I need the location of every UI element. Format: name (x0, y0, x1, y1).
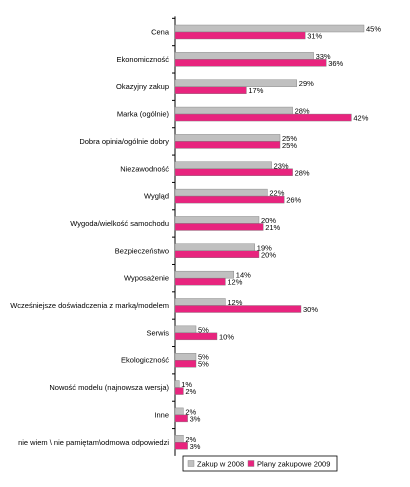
bar-plany-2009 (174, 387, 184, 395)
legend: Zakup w 2008 Plany zakupowe 2009 (182, 455, 338, 472)
category-label: Cena (151, 28, 170, 37)
bar-zakup-2008 (174, 298, 226, 306)
data-label: 29% (299, 79, 314, 88)
data-label: 36% (328, 59, 343, 68)
bar-plany-2009 (174, 277, 226, 286)
bar-plany-2009 (174, 141, 281, 149)
data-label: 5% (198, 353, 209, 362)
bar-zakup-2008 (174, 161, 272, 169)
category-label: Ekonomiczność (116, 55, 169, 64)
category-label: Ekologiczność (121, 356, 169, 365)
bar-zakup-2008 (174, 435, 184, 443)
data-label: 5% (198, 360, 209, 369)
legend-box (182, 455, 338, 472)
data-label: 2% (185, 387, 196, 396)
data-label: 3% (190, 414, 201, 423)
data-label: 1% (181, 380, 192, 389)
data-label: 28% (295, 168, 310, 177)
data-label: 28% (295, 107, 310, 116)
data-label: 17% (248, 86, 263, 95)
bar-plany-2009 (174, 442, 188, 450)
category-label: Dobra opinia/ogólnie dobry (79, 137, 169, 146)
category-label: Marka (ogólnie) (117, 110, 170, 119)
bar-plany-2009 (174, 113, 352, 122)
data-label: 42% (353, 114, 368, 123)
bar-plany-2009 (174, 59, 327, 67)
category-label: Wygoda/wielkość samochodu (70, 219, 169, 228)
bar-zakup-2008 (174, 325, 197, 334)
data-label: 25% (282, 141, 297, 150)
data-label: 19% (257, 243, 272, 252)
category-label: Wygląd (144, 192, 169, 201)
data-label: 14% (236, 271, 251, 280)
legend-label: Zakup w 2008 (197, 460, 244, 469)
category-label: Wcześniejsze doświadczenia z marką/model… (10, 301, 169, 310)
legend-swatch (187, 460, 195, 467)
category-label: Nowość modelu (najnowsza wersja) (49, 383, 169, 392)
category-label: Serwis (146, 328, 169, 337)
bar-zakup-2008 (174, 24, 365, 33)
data-label: 5% (198, 325, 209, 334)
data-label: 26% (286, 196, 301, 205)
bar-zakup-2008 (174, 407, 184, 416)
data-label: 12% (227, 298, 242, 307)
bar-plany-2009 (174, 250, 260, 259)
bar-plany-2009 (174, 31, 306, 40)
bar-zakup-2008 (174, 106, 293, 115)
category-label: nie wiem \ nie pamiętam\odmowa odpowiedz… (18, 438, 169, 447)
category-label: Niezawodność (120, 164, 169, 173)
bar-zakup-2008 (174, 353, 197, 361)
bar-plany-2009 (174, 332, 218, 341)
data-label: 2% (185, 407, 196, 416)
data-label: 25% (282, 134, 297, 143)
category-label: Wyposażenie (124, 274, 169, 283)
data-label: 33% (316, 52, 331, 61)
legend-label: Plany zakupowe 2009 (257, 460, 330, 469)
bar-plany-2009 (174, 360, 197, 368)
legend-swatch (247, 460, 255, 467)
bar-zakup-2008 (174, 188, 268, 197)
data-label: 3% (190, 442, 201, 451)
category-label: Bezpieczeństwo (115, 246, 169, 255)
data-label: 23% (274, 161, 289, 170)
bars-layer (172, 16, 365, 456)
bar-plany-2009 (174, 195, 285, 204)
data-label: 10% (219, 332, 234, 341)
bar-zakup-2008 (174, 52, 314, 60)
bar-zakup-2008 (174, 79, 298, 87)
data-label: 21% (265, 223, 280, 232)
data-label: 31% (307, 32, 322, 41)
bar-zakup-2008 (174, 134, 281, 142)
bar-plany-2009 (174, 86, 247, 94)
data-label: 45% (366, 25, 381, 34)
bar-zakup-2008 (174, 216, 260, 224)
bar-zakup-2008 (174, 380, 180, 388)
bar-plany-2009 (174, 168, 293, 176)
bar-plany-2009 (174, 414, 188, 423)
data-label: 20% (261, 216, 276, 225)
data-label: 22% (269, 189, 284, 198)
bar-plany-2009 (174, 223, 264, 231)
bar-zakup-2008 (174, 270, 234, 279)
data-label: 2% (185, 435, 196, 444)
category-label: Inne (154, 410, 169, 419)
data-label: 30% (303, 305, 318, 314)
category-label: Okazyjny zakup (116, 82, 169, 91)
data-label: 20% (261, 250, 276, 259)
labels-layer: Cena 45% 31% Ekonomiczność 33%36% Okazyjny za… (10, 25, 381, 451)
bar-zakup-2008 (174, 243, 256, 252)
data-label: 12% (227, 278, 242, 287)
bar-plany-2009 (174, 305, 302, 313)
